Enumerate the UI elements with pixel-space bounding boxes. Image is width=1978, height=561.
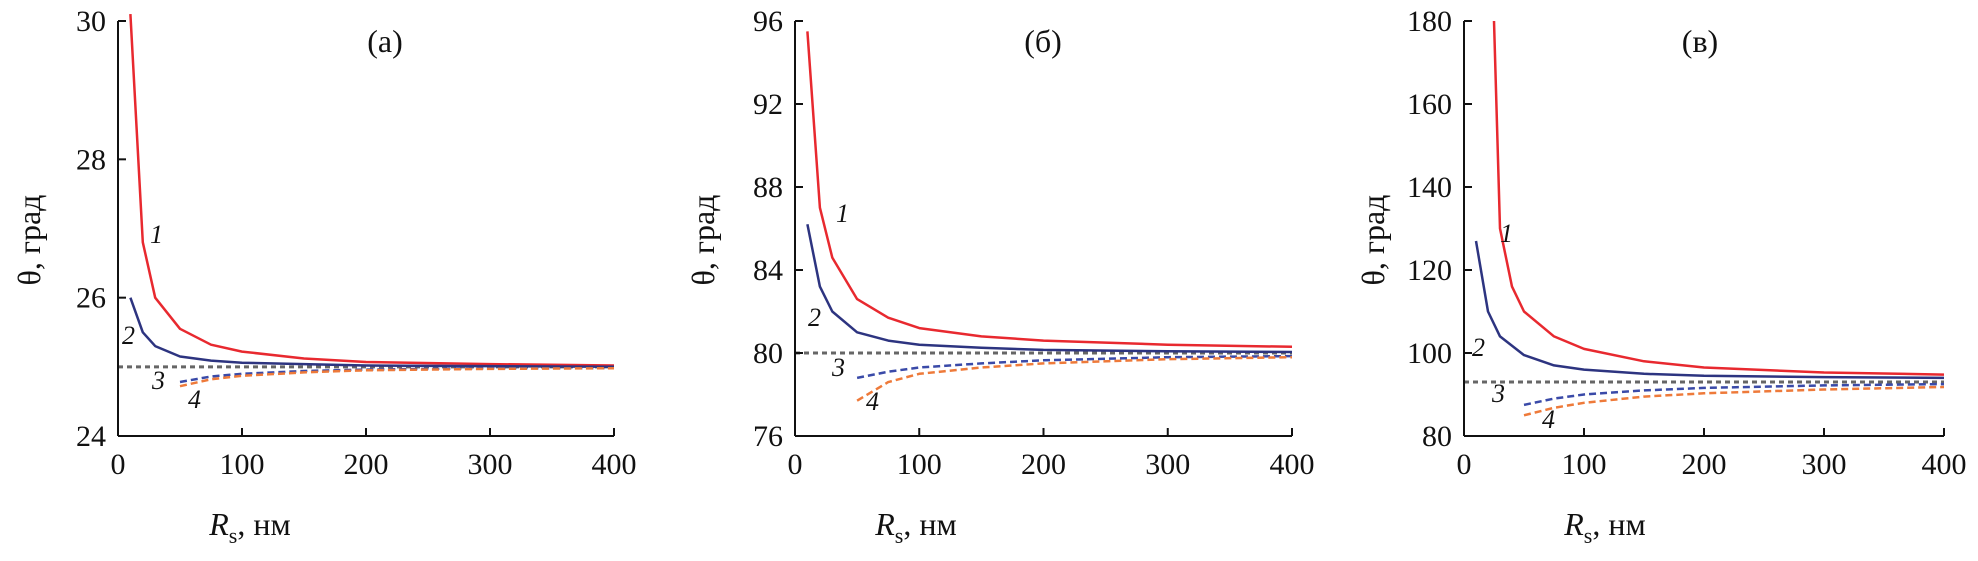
- x-axis-label-unit: , нм: [237, 506, 290, 542]
- x-tick-label: 400: [592, 448, 637, 481]
- y-tick-label: 180: [1407, 5, 1452, 38]
- series-label-1: 1: [1500, 219, 1513, 248]
- plot-area: 1 234 0 100 200 300 400 76 80 84 88 92 96: [753, 5, 1315, 481]
- series-label-3: 3: [151, 366, 165, 395]
- x-tick-label: 0: [111, 448, 126, 481]
- series-line-3: [1523, 382, 1945, 407]
- y-tick-label: 96: [753, 5, 783, 38]
- x-tick-label: 300: [1802, 448, 1847, 481]
- y-tick-label: 120: [1407, 254, 1452, 287]
- series-line-4: [179, 366, 615, 388]
- series-label-4: 4: [188, 385, 201, 414]
- y-tick-label: 88: [753, 171, 783, 204]
- y-tick-label: 100: [1407, 337, 1452, 370]
- y-axis-label: θ, град: [11, 195, 47, 286]
- x-tick-label: 200: [1682, 448, 1727, 481]
- series-label-1: 1: [836, 199, 849, 228]
- series-label-4: 4: [866, 387, 879, 416]
- series-line-2: [129, 297, 615, 369]
- y-tick-label: 28: [76, 143, 106, 176]
- series-label-2: 2: [122, 321, 135, 350]
- series-line-4: [856, 355, 1293, 402]
- panel-b: (б) Rs, нм θ, град: [685, 23, 1062, 548]
- y-tick-label: 26: [76, 282, 106, 315]
- panel-c: (в) Rs, нм θ, град: [1355, 23, 1718, 548]
- y-tick-label: 76: [753, 420, 783, 453]
- x-tick-label: 0: [788, 448, 803, 481]
- series-line-1: [806, 31, 1293, 349]
- y-tick-label: 24: [76, 420, 106, 453]
- y-tick-label: 84: [753, 254, 783, 287]
- series-line-2: [1474, 240, 1945, 380]
- x-tick-label: 100: [220, 448, 265, 481]
- x-axis-label-subscript: s: [1584, 523, 1593, 548]
- x-axis-label-unit: , нм: [903, 506, 956, 542]
- x-tick-label: 200: [344, 448, 389, 481]
- panel-label: (в): [1682, 23, 1718, 59]
- x-axis-label-symbol: R: [874, 506, 895, 542]
- x-axis-label-unit: , нм: [1592, 506, 1645, 542]
- x-tick-label: 400: [1922, 448, 1967, 481]
- series-line-3: [856, 354, 1293, 380]
- y-tick-label: 80: [753, 337, 783, 370]
- y-tick-label: 80: [1422, 420, 1452, 453]
- x-tick-label: 100: [897, 448, 942, 481]
- y-tick-label: 160: [1407, 88, 1452, 121]
- x-tick-label: 300: [468, 448, 513, 481]
- x-tick-label: 200: [1021, 448, 1066, 481]
- x-axis-label: Rs, нм: [874, 506, 956, 548]
- panel-label: (б): [1024, 23, 1062, 59]
- series-line-4: [1523, 385, 1945, 417]
- series-label-4: 4: [1542, 405, 1555, 434]
- panel-label: (а): [367, 23, 403, 59]
- series-label-3: 3: [831, 353, 845, 382]
- x-axis-label-subscript: s: [229, 523, 238, 548]
- plot-area: 1 23 4 0 100 200 300 400 80 100 120 140 160 180: [1407, 5, 1967, 481]
- x-tick-label: 400: [1270, 448, 1315, 481]
- y-axis-label: θ, град: [1355, 195, 1391, 286]
- series-label-1: 1: [150, 220, 163, 249]
- x-tick-label: 100: [1562, 448, 1607, 481]
- x-axis-label: Rs, нм: [208, 506, 290, 548]
- series-line-1: [1492, 20, 1945, 376]
- x-axis-label-symbol: R: [1563, 506, 1584, 542]
- y-tick-label: 92: [753, 88, 783, 121]
- series-label-2: 2: [808, 303, 821, 332]
- x-axis-label-subscript: s: [895, 523, 904, 548]
- panel-a: (а) Rs, нм θ, град: [11, 23, 403, 548]
- series-label-2: 2: [1472, 333, 1485, 362]
- plot-area: 1 234 0 100 200 300 400 24 26 28 30: [76, 5, 637, 481]
- x-tick-label: 0: [1457, 448, 1472, 481]
- y-axis-label: θ, град: [685, 195, 721, 286]
- series-label-3: 3: [1491, 379, 1505, 408]
- x-axis-label: Rs, нм: [1563, 506, 1645, 548]
- y-tick-label: 140: [1407, 171, 1452, 204]
- y-tick-label: 30: [76, 5, 106, 38]
- series-line-1: [129, 14, 615, 367]
- x-tick-label: 300: [1145, 448, 1190, 481]
- x-axis-label-symbol: R: [208, 506, 229, 542]
- series-line-2: [806, 224, 1293, 354]
